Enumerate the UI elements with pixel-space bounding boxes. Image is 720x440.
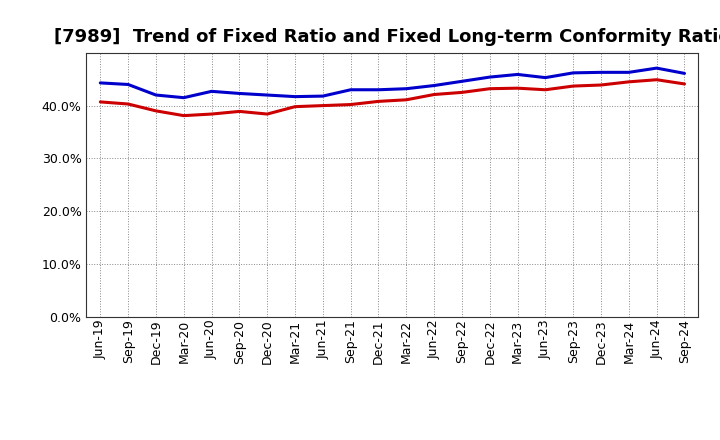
Fixed Long-term Conformity Ratio bbox=[541, 87, 550, 92]
Fixed Ratio bbox=[458, 79, 467, 84]
Fixed Long-term Conformity Ratio bbox=[652, 77, 661, 82]
Fixed Ratio bbox=[346, 87, 355, 92]
Fixed Ratio bbox=[430, 83, 438, 88]
Fixed Ratio bbox=[680, 71, 689, 76]
Fixed Ratio bbox=[374, 87, 383, 92]
Fixed Long-term Conformity Ratio bbox=[179, 113, 188, 118]
Fixed Ratio bbox=[597, 70, 606, 75]
Fixed Long-term Conformity Ratio bbox=[597, 82, 606, 88]
Fixed Ratio bbox=[179, 95, 188, 100]
Fixed Ratio bbox=[152, 92, 161, 98]
Fixed Long-term Conformity Ratio bbox=[318, 103, 327, 108]
Line: Fixed Ratio: Fixed Ratio bbox=[100, 68, 685, 98]
Fixed Ratio bbox=[402, 86, 410, 92]
Fixed Long-term Conformity Ratio bbox=[207, 111, 216, 117]
Fixed Ratio bbox=[291, 94, 300, 99]
Fixed Long-term Conformity Ratio bbox=[263, 111, 271, 117]
Fixed Ratio bbox=[485, 74, 494, 80]
Fixed Ratio bbox=[652, 66, 661, 71]
Fixed Long-term Conformity Ratio bbox=[152, 108, 161, 114]
Fixed Long-term Conformity Ratio bbox=[402, 97, 410, 103]
Fixed Long-term Conformity Ratio bbox=[124, 101, 132, 106]
Fixed Long-term Conformity Ratio bbox=[485, 86, 494, 92]
Line: Fixed Long-term Conformity Ratio: Fixed Long-term Conformity Ratio bbox=[100, 80, 685, 116]
Fixed Long-term Conformity Ratio bbox=[374, 99, 383, 104]
Title: [7989]  Trend of Fixed Ratio and Fixed Long-term Conformity Ratio: [7989] Trend of Fixed Ratio and Fixed Lo… bbox=[54, 28, 720, 46]
Fixed Long-term Conformity Ratio bbox=[458, 90, 467, 95]
Fixed Long-term Conformity Ratio bbox=[291, 104, 300, 109]
Fixed Long-term Conformity Ratio bbox=[430, 92, 438, 97]
Fixed Long-term Conformity Ratio bbox=[235, 109, 243, 114]
Fixed Long-term Conformity Ratio bbox=[624, 79, 633, 84]
Fixed Ratio bbox=[235, 91, 243, 96]
Fixed Ratio bbox=[624, 70, 633, 75]
Fixed Long-term Conformity Ratio bbox=[346, 102, 355, 107]
Fixed Long-term Conformity Ratio bbox=[569, 84, 577, 89]
Fixed Long-term Conformity Ratio bbox=[96, 99, 104, 105]
Fixed Ratio bbox=[541, 75, 550, 80]
Fixed Ratio bbox=[124, 82, 132, 87]
Fixed Ratio bbox=[513, 72, 522, 77]
Fixed Long-term Conformity Ratio bbox=[680, 81, 689, 87]
Fixed Ratio bbox=[569, 70, 577, 76]
Fixed Ratio bbox=[96, 80, 104, 85]
Fixed Ratio bbox=[207, 89, 216, 94]
Fixed Long-term Conformity Ratio bbox=[513, 85, 522, 91]
Fixed Ratio bbox=[318, 93, 327, 99]
Fixed Ratio bbox=[263, 92, 271, 98]
